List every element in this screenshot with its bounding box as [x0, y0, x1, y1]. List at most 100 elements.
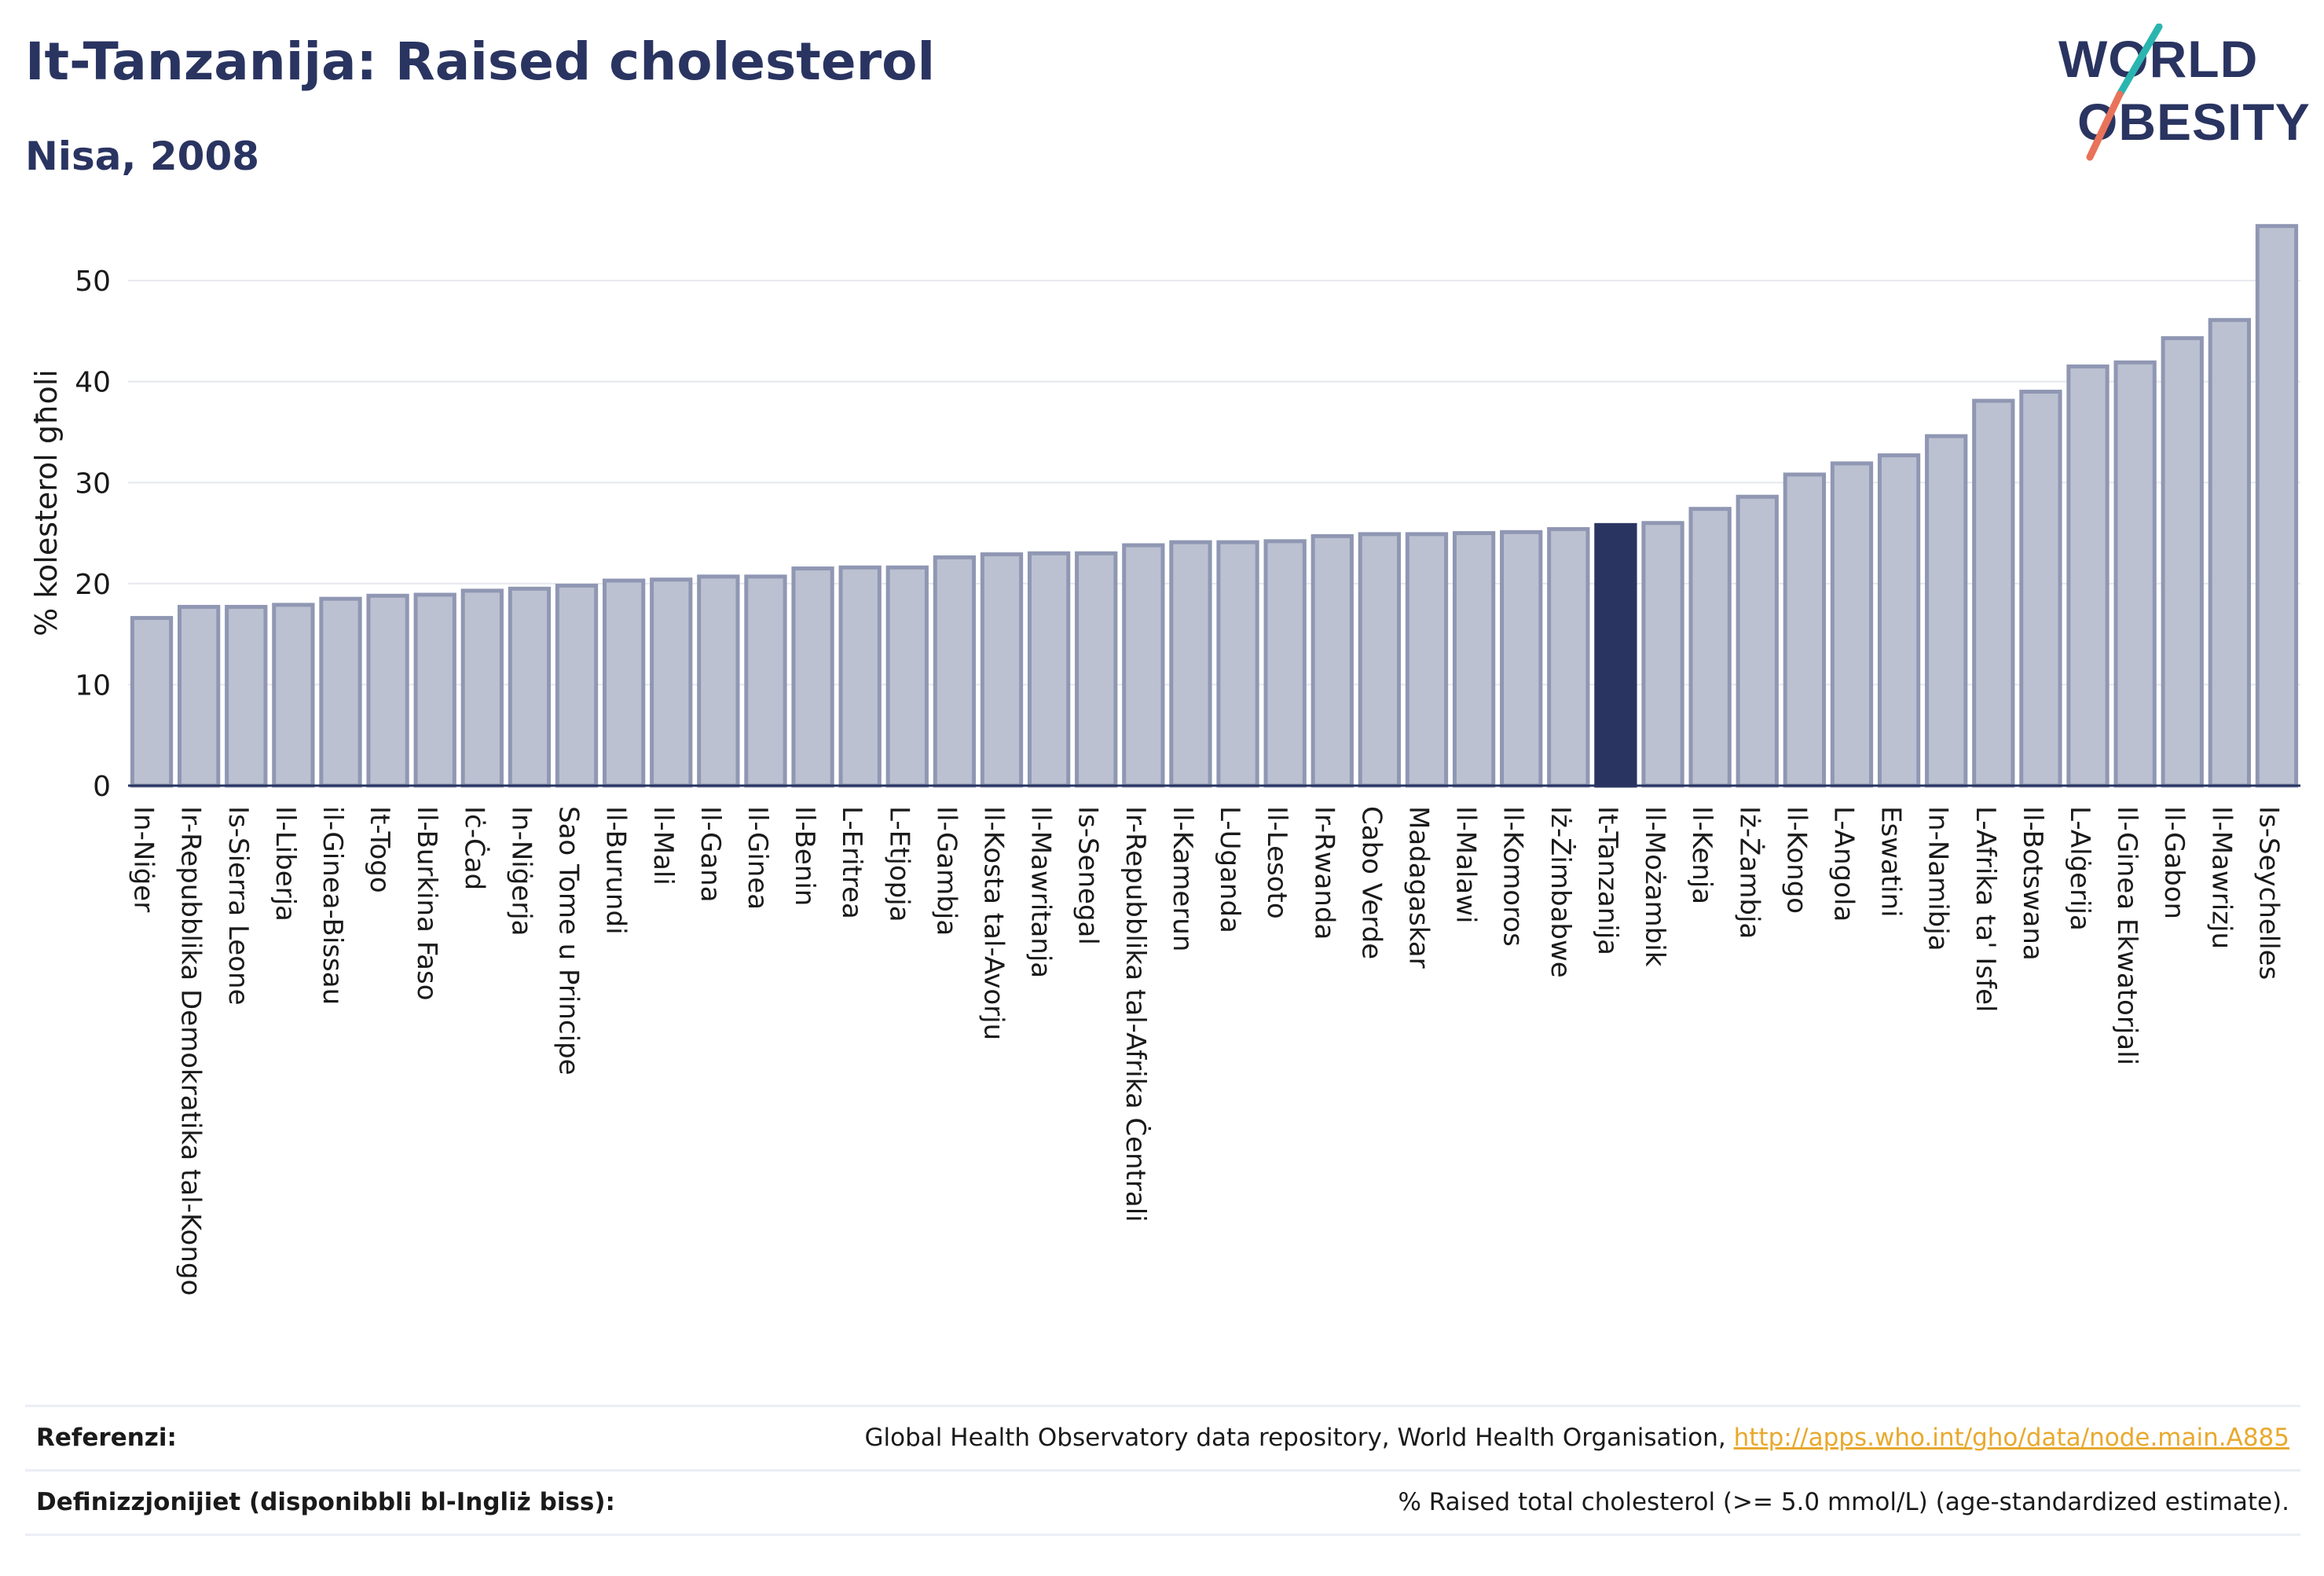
x-tick-label: Sao Tome u Principe: [553, 806, 585, 1076]
bar[interactable]: [225, 604, 268, 788]
references-link[interactable]: http://apps.who.int/gho/data/node.main.A…: [1733, 1424, 2289, 1452]
x-tick-label: L-Afrika ta' Isfel: [1970, 806, 2001, 1012]
x-tick-label: Il-Malawi: [1450, 806, 1482, 923]
bar[interactable]: [697, 574, 740, 788]
chart-title: It-Tanzanija: Raised cholesterol: [25, 31, 936, 92]
y-tick-label: 40: [75, 367, 111, 399]
bar[interactable]: [1830, 461, 1874, 788]
bar[interactable]: [1122, 543, 1165, 788]
x-tick-label: Il-Możambik: [1639, 806, 1670, 967]
bar[interactable]: [555, 583, 599, 788]
bar[interactable]: [1263, 539, 1307, 788]
y-tick-label: 50: [75, 266, 111, 298]
bar[interactable]: [2113, 360, 2157, 788]
bar[interactable]: [1216, 540, 1259, 788]
bar[interactable]: [1500, 530, 1543, 788]
bar[interactable]: [178, 604, 221, 788]
x-tick-label: In-Niġer: [128, 806, 159, 912]
chart-subtitle: Nisa, 2008: [25, 134, 260, 179]
bar[interactable]: [508, 586, 552, 788]
y-tick-label: 0: [93, 771, 111, 803]
bar[interactable]: [1405, 532, 1449, 788]
references-label: Referenzi:: [36, 1424, 177, 1452]
y-tick-label: 10: [75, 669, 111, 702]
bar[interactable]: [130, 616, 174, 788]
x-tick-label: In-Namibja: [1923, 806, 1954, 951]
x-tick-label: L-Angola: [1827, 806, 1859, 922]
y-tick-label: 20: [75, 569, 111, 601]
bar[interactable]: [2255, 224, 2299, 788]
x-tick-label: Il-Mali: [647, 806, 679, 885]
x-tick-label: In-Niġerja: [505, 806, 537, 936]
bars: [130, 224, 2299, 788]
x-tick-label: L-Eritrea: [836, 806, 867, 919]
bar[interactable]: [460, 588, 504, 788]
bar[interactable]: [1310, 533, 1354, 788]
bar[interactable]: [602, 578, 646, 788]
bar[interactable]: [366, 593, 409, 788]
bar[interactable]: [1452, 531, 1496, 788]
bar[interactable]: [1358, 532, 1402, 788]
bar[interactable]: [791, 566, 834, 788]
x-tick-label: Is-Seychelles: [2253, 806, 2284, 980]
bar[interactable]: [1688, 507, 1732, 788]
bar[interactable]: [1877, 453, 1921, 788]
bar[interactable]: [885, 565, 929, 788]
bar[interactable]: [744, 574, 787, 788]
x-tick-label: Il-Gambja: [930, 806, 962, 936]
x-tick-label: Ir-Rwanda: [1308, 806, 1340, 940]
x-tick-label: L-Etjopja: [883, 806, 915, 922]
x-tick-label: Il-Kenja: [1686, 806, 1717, 904]
x-tick-label: Il-Gana: [695, 806, 726, 903]
x-tick-label: Il-Mawrizju: [2205, 806, 2237, 949]
bar[interactable]: [2208, 317, 2251, 788]
y-axis-label: % kolesterol għoli: [29, 369, 64, 636]
y-tick-label: 30: [75, 467, 111, 500]
x-tick-label: Iż-Żambja: [1733, 806, 1765, 939]
references-value: Global Health Observatory data repositor…: [865, 1424, 2289, 1452]
x-tick-label: Il-Liberja: [269, 806, 301, 922]
bar[interactable]: [1075, 551, 1118, 788]
x-tick-label: Ir-Repubblika tal-Afrika Ċentrali: [1120, 806, 1152, 1222]
x-tick-label: Il-Kosta tal-Avorju: [978, 806, 1010, 1040]
x-tick-label: Cabo Verde: [1355, 806, 1387, 959]
bar[interactable]: [1169, 540, 1212, 788]
bar[interactable]: [1972, 398, 2015, 788]
bar[interactable]: [650, 577, 693, 788]
bar[interactable]: [933, 555, 977, 788]
x-tick-label: il-Ginea-Bissau: [317, 806, 348, 1005]
bar[interactable]: [1925, 434, 1968, 788]
x-tick-label: Ir-Repubblika Demokratika tal-Kongo: [175, 806, 207, 1296]
references-text: Global Health Observatory data repositor…: [864, 1424, 1734, 1452]
axes: 0 10 20 30 40 50 In-Niġer Ir-Repubblika Demokra…: [75, 266, 2300, 1296]
bar[interactable]: [838, 565, 882, 788]
x-tick-label: Il-Kongo: [1780, 806, 1812, 914]
x-tick-label: Il-Burundi: [600, 806, 632, 935]
x-tick-label: Il-Ginea Ekwatorjali: [2111, 806, 2143, 1065]
x-tick-label: It-Togo: [364, 806, 395, 893]
bar[interactable]: [413, 592, 456, 788]
x-tick-label: L-Alġerija: [2064, 806, 2095, 931]
bar[interactable]: [1736, 494, 1779, 788]
bar-highlight[interactable]: [1594, 522, 1637, 788]
bar[interactable]: [980, 552, 1024, 788]
bar[interactable]: [2066, 364, 2110, 788]
svg-text:WORLD: WORLD: [2058, 30, 2258, 88]
bar[interactable]: [1783, 472, 1827, 788]
bar[interactable]: [1027, 551, 1071, 788]
bar[interactable]: [2161, 335, 2204, 788]
definitions-label: Definizzjonijiet (disponibbli bl-Ingliż …: [36, 1488, 615, 1516]
x-tick-label: Eswatini: [1875, 806, 1907, 918]
bar[interactable]: [1547, 526, 1590, 788]
x-tick-label: Is-Sierra Leone: [222, 806, 254, 1006]
footer-divider: [25, 1534, 2300, 1536]
bar[interactable]: [1641, 521, 1684, 788]
x-tick-label: L-Uganda: [1214, 806, 1245, 933]
x-tick-label: Madagaskar: [1402, 806, 1434, 969]
bar[interactable]: [319, 596, 362, 788]
x-tick-label: Il-Lesoto: [1261, 806, 1292, 919]
x-tick-label: Il-Botswana: [2017, 806, 2048, 961]
bar[interactable]: [2019, 390, 2062, 788]
bar[interactable]: [272, 603, 315, 788]
x-tick-label: Il-Gabon: [2158, 806, 2190, 919]
